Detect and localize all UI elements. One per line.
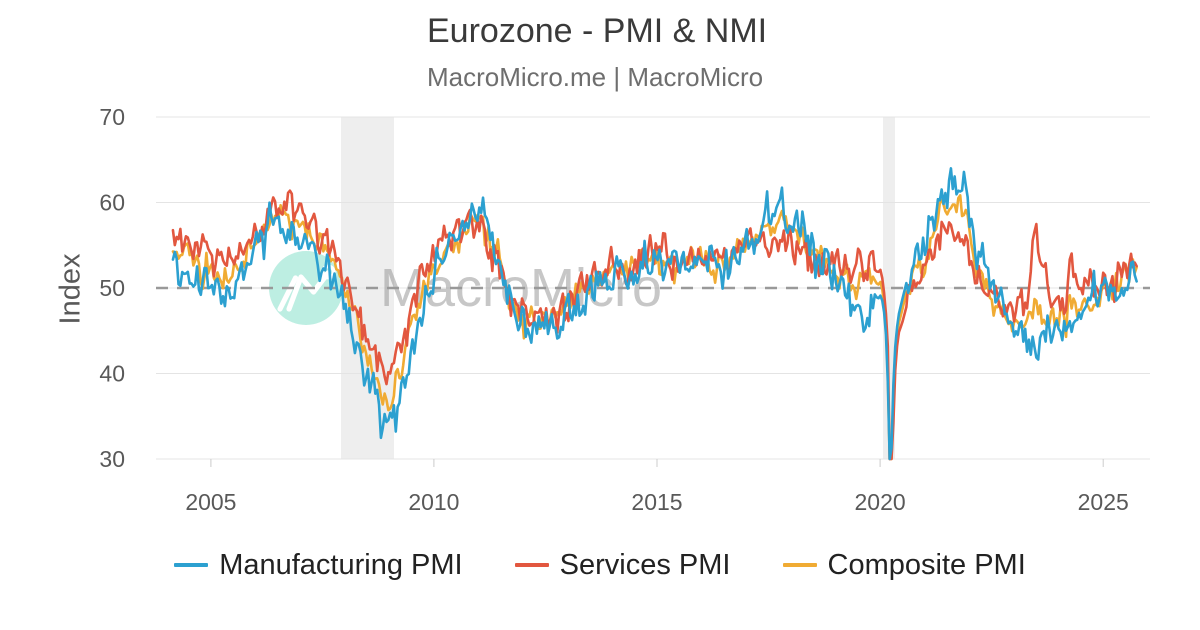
svg-text:2025: 2025 — [1078, 489, 1129, 515]
svg-text:2005: 2005 — [185, 489, 236, 515]
svg-text:2010: 2010 — [408, 489, 459, 515]
svg-text:2015: 2015 — [631, 489, 682, 515]
svg-text:60: 60 — [99, 190, 125, 216]
svg-text:50: 50 — [99, 275, 125, 301]
svg-text:40: 40 — [99, 361, 125, 387]
svg-text:70: 70 — [99, 104, 125, 130]
svg-text:2020: 2020 — [855, 489, 906, 515]
svg-text:30: 30 — [99, 446, 125, 472]
